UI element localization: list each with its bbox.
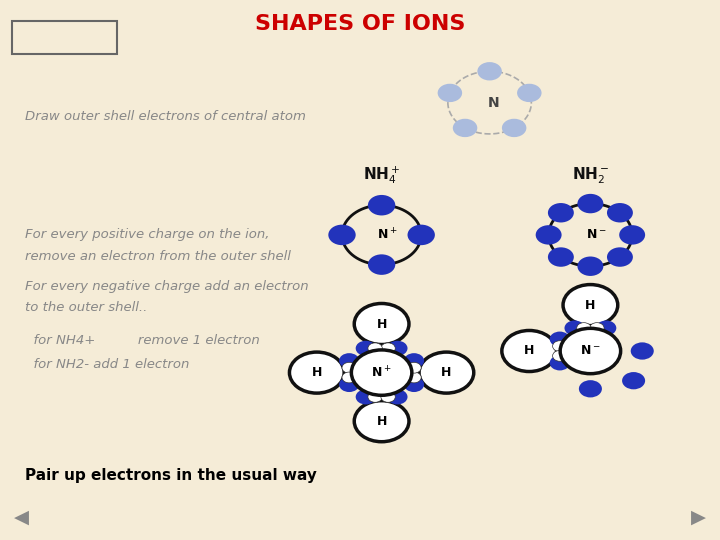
- Circle shape: [622, 372, 645, 389]
- Circle shape: [368, 392, 382, 402]
- Circle shape: [577, 322, 591, 333]
- Circle shape: [339, 377, 359, 392]
- Text: EXAMPLE: EXAMPLE: [31, 31, 97, 44]
- Text: For every positive charge on the ion,: For every positive charge on the ion,: [25, 228, 270, 241]
- Circle shape: [517, 84, 541, 102]
- Text: for NH4+          remove 1 electron: for NH4+ remove 1 electron: [25, 334, 260, 347]
- Circle shape: [552, 350, 567, 361]
- Circle shape: [404, 377, 424, 392]
- Circle shape: [548, 247, 574, 267]
- Circle shape: [328, 225, 356, 245]
- Text: H: H: [585, 299, 595, 312]
- Text: N$^-$: N$^-$: [586, 228, 606, 241]
- Circle shape: [354, 401, 409, 442]
- Circle shape: [387, 341, 408, 356]
- Circle shape: [631, 342, 654, 360]
- Circle shape: [289, 352, 344, 393]
- Text: N$^+$: N$^+$: [372, 365, 392, 380]
- Circle shape: [579, 380, 602, 397]
- Circle shape: [339, 353, 359, 368]
- Text: remove an electron from the outer shell: remove an electron from the outer shell: [25, 250, 291, 263]
- Circle shape: [407, 372, 421, 383]
- Circle shape: [536, 225, 562, 245]
- Circle shape: [564, 321, 585, 335]
- Circle shape: [368, 343, 382, 354]
- Circle shape: [381, 343, 395, 354]
- Text: ▶: ▶: [690, 508, 706, 526]
- Circle shape: [356, 341, 376, 356]
- Text: Pair up electrons in the usual way: Pair up electrons in the usual way: [25, 468, 317, 483]
- Circle shape: [607, 203, 633, 222]
- Text: for NH2- add 1 electron: for NH2- add 1 electron: [25, 358, 189, 371]
- Text: N: N: [487, 96, 499, 110]
- Circle shape: [387, 389, 408, 404]
- Circle shape: [404, 353, 424, 368]
- Circle shape: [342, 372, 356, 383]
- Text: ◀: ◀: [14, 508, 30, 526]
- Circle shape: [502, 119, 526, 137]
- Text: Draw outer shell electrons of central atom: Draw outer shell electrons of central at…: [25, 110, 306, 123]
- Circle shape: [381, 392, 395, 402]
- Text: SHAPES OF IONS: SHAPES OF IONS: [255, 14, 465, 35]
- Text: H: H: [377, 318, 387, 330]
- Text: For every negative charge add an electron: For every negative charge add an electro…: [25, 280, 309, 293]
- Circle shape: [607, 247, 633, 267]
- Circle shape: [550, 332, 570, 347]
- Circle shape: [477, 62, 502, 80]
- Circle shape: [368, 254, 395, 275]
- Text: NH$_4^+$: NH$_4^+$: [363, 165, 400, 186]
- Text: N$^+$: N$^+$: [377, 227, 397, 242]
- Circle shape: [577, 194, 603, 213]
- Text: NH$_2^-$: NH$_2^-$: [572, 165, 609, 186]
- Text: to the outer shell..: to the outer shell..: [25, 301, 148, 314]
- Text: H: H: [441, 366, 451, 379]
- Circle shape: [351, 350, 412, 395]
- Circle shape: [590, 322, 604, 333]
- Circle shape: [453, 119, 477, 137]
- Text: H: H: [312, 366, 322, 379]
- Circle shape: [619, 225, 645, 245]
- Circle shape: [577, 256, 603, 276]
- Circle shape: [563, 285, 618, 326]
- Text: H: H: [377, 415, 387, 428]
- Text: N$^-$: N$^-$: [580, 345, 600, 357]
- Circle shape: [356, 389, 376, 404]
- Circle shape: [407, 362, 421, 373]
- FancyBboxPatch shape: [12, 21, 117, 54]
- Circle shape: [419, 352, 474, 393]
- Text: H: H: [524, 345, 534, 357]
- Circle shape: [560, 328, 621, 374]
- Circle shape: [550, 355, 570, 370]
- Circle shape: [548, 203, 574, 222]
- Circle shape: [502, 330, 557, 372]
- Circle shape: [354, 303, 409, 345]
- Circle shape: [408, 225, 435, 245]
- Circle shape: [342, 362, 356, 373]
- Circle shape: [596, 321, 616, 335]
- Circle shape: [438, 84, 462, 102]
- Circle shape: [368, 195, 395, 215]
- Circle shape: [552, 341, 567, 352]
